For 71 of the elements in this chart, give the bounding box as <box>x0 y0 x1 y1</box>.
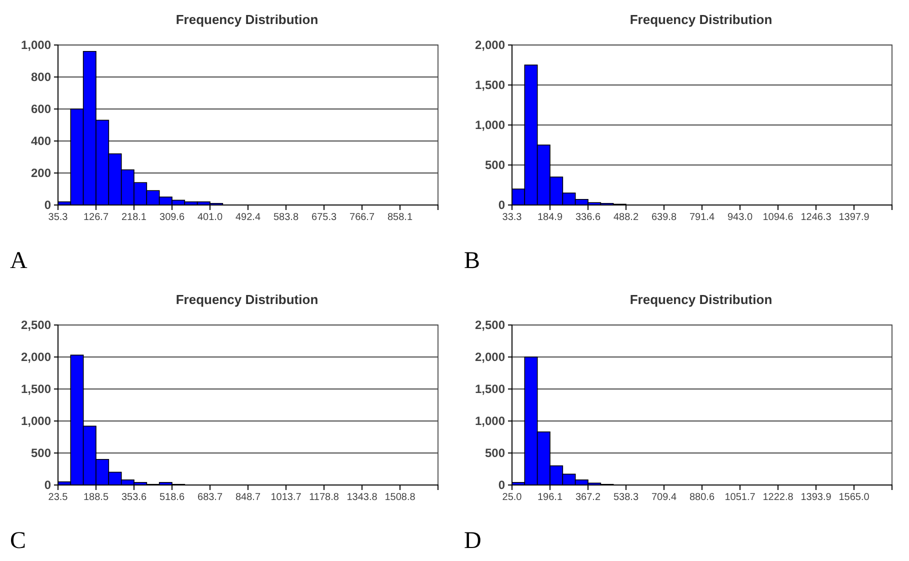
x-tick-label: 23.5 <box>48 492 68 504</box>
x-tick-label: 1393.9 <box>800 492 832 504</box>
y-tick-label: 1,000 <box>20 414 52 428</box>
x-tick-label: 538.3 <box>613 492 639 504</box>
y-tick-label: 2,500 <box>474 318 506 332</box>
y-tick-label: 1,500 <box>474 382 506 396</box>
x-tick-label: 336.6 <box>576 212 601 224</box>
x-tick-label: 639.8 <box>651 212 677 224</box>
x-tick-label: 683.7 <box>198 492 223 504</box>
x-tick-label: 1565.0 <box>838 492 870 504</box>
x-tick-label: 184.9 <box>537 212 563 224</box>
x-tick-label: 1178.8 <box>309 492 340 504</box>
y-tick-label: 1,500 <box>20 382 52 396</box>
x-tick-label: 1051.7 <box>724 492 756 504</box>
x-tick-label: 848.7 <box>235 492 261 504</box>
y-tick-label: 1,000 <box>474 414 506 428</box>
x-tick-label: 766.7 <box>350 212 375 224</box>
x-tick-label: 1397.9 <box>838 212 870 224</box>
x-tick-label: 858.1 <box>387 212 413 224</box>
x-tick-label: 492.4 <box>235 212 261 224</box>
x-tick-label: 33.3 <box>502 212 522 224</box>
y-tick-label: 500 <box>30 446 52 460</box>
y-tick-label: 0 <box>498 478 506 492</box>
y-tick-label: 400 <box>30 134 52 148</box>
x-tick-label: 218.1 <box>121 212 147 224</box>
x-tick-label: 196.1 <box>537 492 563 504</box>
x-tick-label: 880.6 <box>689 492 715 504</box>
x-tick-label: 1343.8 <box>346 492 378 504</box>
x-tick-label: 518.6 <box>159 492 185 504</box>
y-tick-label: 1,500 <box>474 78 506 92</box>
x-tick-label: 309.6 <box>160 212 185 224</box>
y-tick-label: 1,000 <box>20 38 52 52</box>
chart-title: Frequency Distribution <box>630 12 772 27</box>
y-tick-label: 200 <box>30 166 52 180</box>
x-tick-label: 1222.8 <box>762 492 794 504</box>
chart-title: Frequency Distribution <box>176 292 318 307</box>
x-tick-label: 1013.7 <box>270 492 302 504</box>
x-tick-label: 25.0 <box>502 492 522 504</box>
x-tick-label: 583.8 <box>273 212 299 224</box>
y-tick-label: 0 <box>44 198 52 212</box>
x-tick-label: 367.2 <box>575 492 601 504</box>
x-tick-label: 709.4 <box>651 492 677 504</box>
text: D <box>464 528 482 554</box>
text: A <box>10 248 28 274</box>
chart-title: Frequency Distribution <box>176 12 318 27</box>
x-tick-label: 353.6 <box>121 492 147 504</box>
x-tick-label: 35.3 <box>48 212 68 224</box>
y-tick-label: 2,000 <box>474 38 506 52</box>
y-tick-label: 2,000 <box>474 350 506 364</box>
y-tick-label: 800 <box>30 70 52 84</box>
chart-title: Frequency Distribution <box>630 292 772 307</box>
y-tick-label: 0 <box>498 198 506 212</box>
x-tick-label: 1094.6 <box>762 212 794 224</box>
x-tick-label: 1508.8 <box>384 492 416 504</box>
x-tick-label: 188.5 <box>83 492 109 504</box>
y-tick-label: 2,500 <box>20 318 52 332</box>
y-tick-label: 2,000 <box>20 350 52 364</box>
x-tick-label: 126.7 <box>83 212 109 224</box>
x-tick-label: 401.0 <box>197 212 223 224</box>
y-tick-label: 500 <box>484 446 506 460</box>
y-tick-label: 500 <box>484 158 506 172</box>
y-tick-label: 1,000 <box>474 118 506 132</box>
x-tick-label: 488.2 <box>613 212 639 224</box>
x-tick-label: 791.4 <box>689 212 715 224</box>
y-tick-label: 600 <box>30 102 52 116</box>
x-tick-label: 675.3 <box>312 212 337 224</box>
x-tick-label: 1246.3 <box>800 212 832 224</box>
text: C <box>10 528 26 554</box>
y-tick-label: 0 <box>44 478 52 492</box>
text: B <box>464 248 480 274</box>
x-tick-label: 943.0 <box>727 212 753 224</box>
